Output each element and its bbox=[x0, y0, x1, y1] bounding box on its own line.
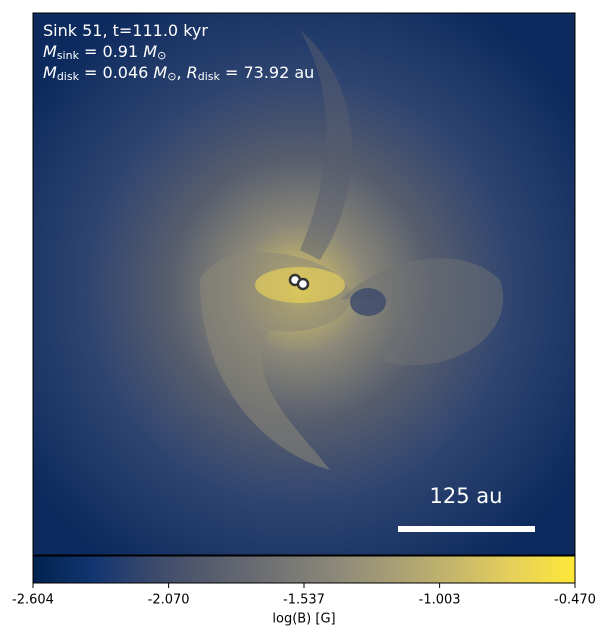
math-symbol: M bbox=[43, 42, 57, 61]
subscript: disk bbox=[198, 70, 221, 83]
field-image bbox=[33, 13, 575, 555]
colorbar-label: log(B) [G] bbox=[272, 612, 335, 627]
annotation-text: = 0.046 bbox=[79, 63, 153, 82]
math-symbol: M bbox=[43, 63, 57, 82]
annotation-text: , bbox=[176, 63, 186, 82]
annotation: Msink​ = 0.91 M⊙​ bbox=[43, 42, 166, 63]
colorbar-tick-label: -2.604 bbox=[12, 593, 54, 608]
scale-bar-label: 125 au bbox=[430, 484, 503, 508]
annotation: Mdisk​ = 0.046 M⊙​, Rdisk​ = 73.92 au bbox=[43, 63, 314, 84]
annotation: Sink 51, t=111.0 kyr bbox=[43, 21, 208, 40]
colorbar-tick-label: -0.470 bbox=[554, 593, 596, 608]
colorbar-tick-label: -1.537 bbox=[283, 593, 325, 608]
annotation-text: = 0.91 bbox=[79, 42, 143, 61]
subscript: disk bbox=[57, 70, 80, 83]
subscript: ⊙ bbox=[167, 70, 176, 83]
colorbar-tick-label: -2.070 bbox=[148, 593, 190, 608]
subscript: ⊙ bbox=[157, 49, 166, 62]
math-symbol: M bbox=[143, 42, 157, 61]
math-symbol: M bbox=[153, 63, 167, 82]
math-symbol: R bbox=[187, 63, 198, 82]
annotation-text: = 73.92 au bbox=[220, 63, 314, 82]
colorbar-tick-label: -1.003 bbox=[419, 593, 461, 608]
subscript: sink bbox=[57, 49, 80, 62]
colorbar bbox=[32, 555, 576, 584]
annotation-text: Sink 51, t=111.0 kyr bbox=[43, 21, 208, 40]
